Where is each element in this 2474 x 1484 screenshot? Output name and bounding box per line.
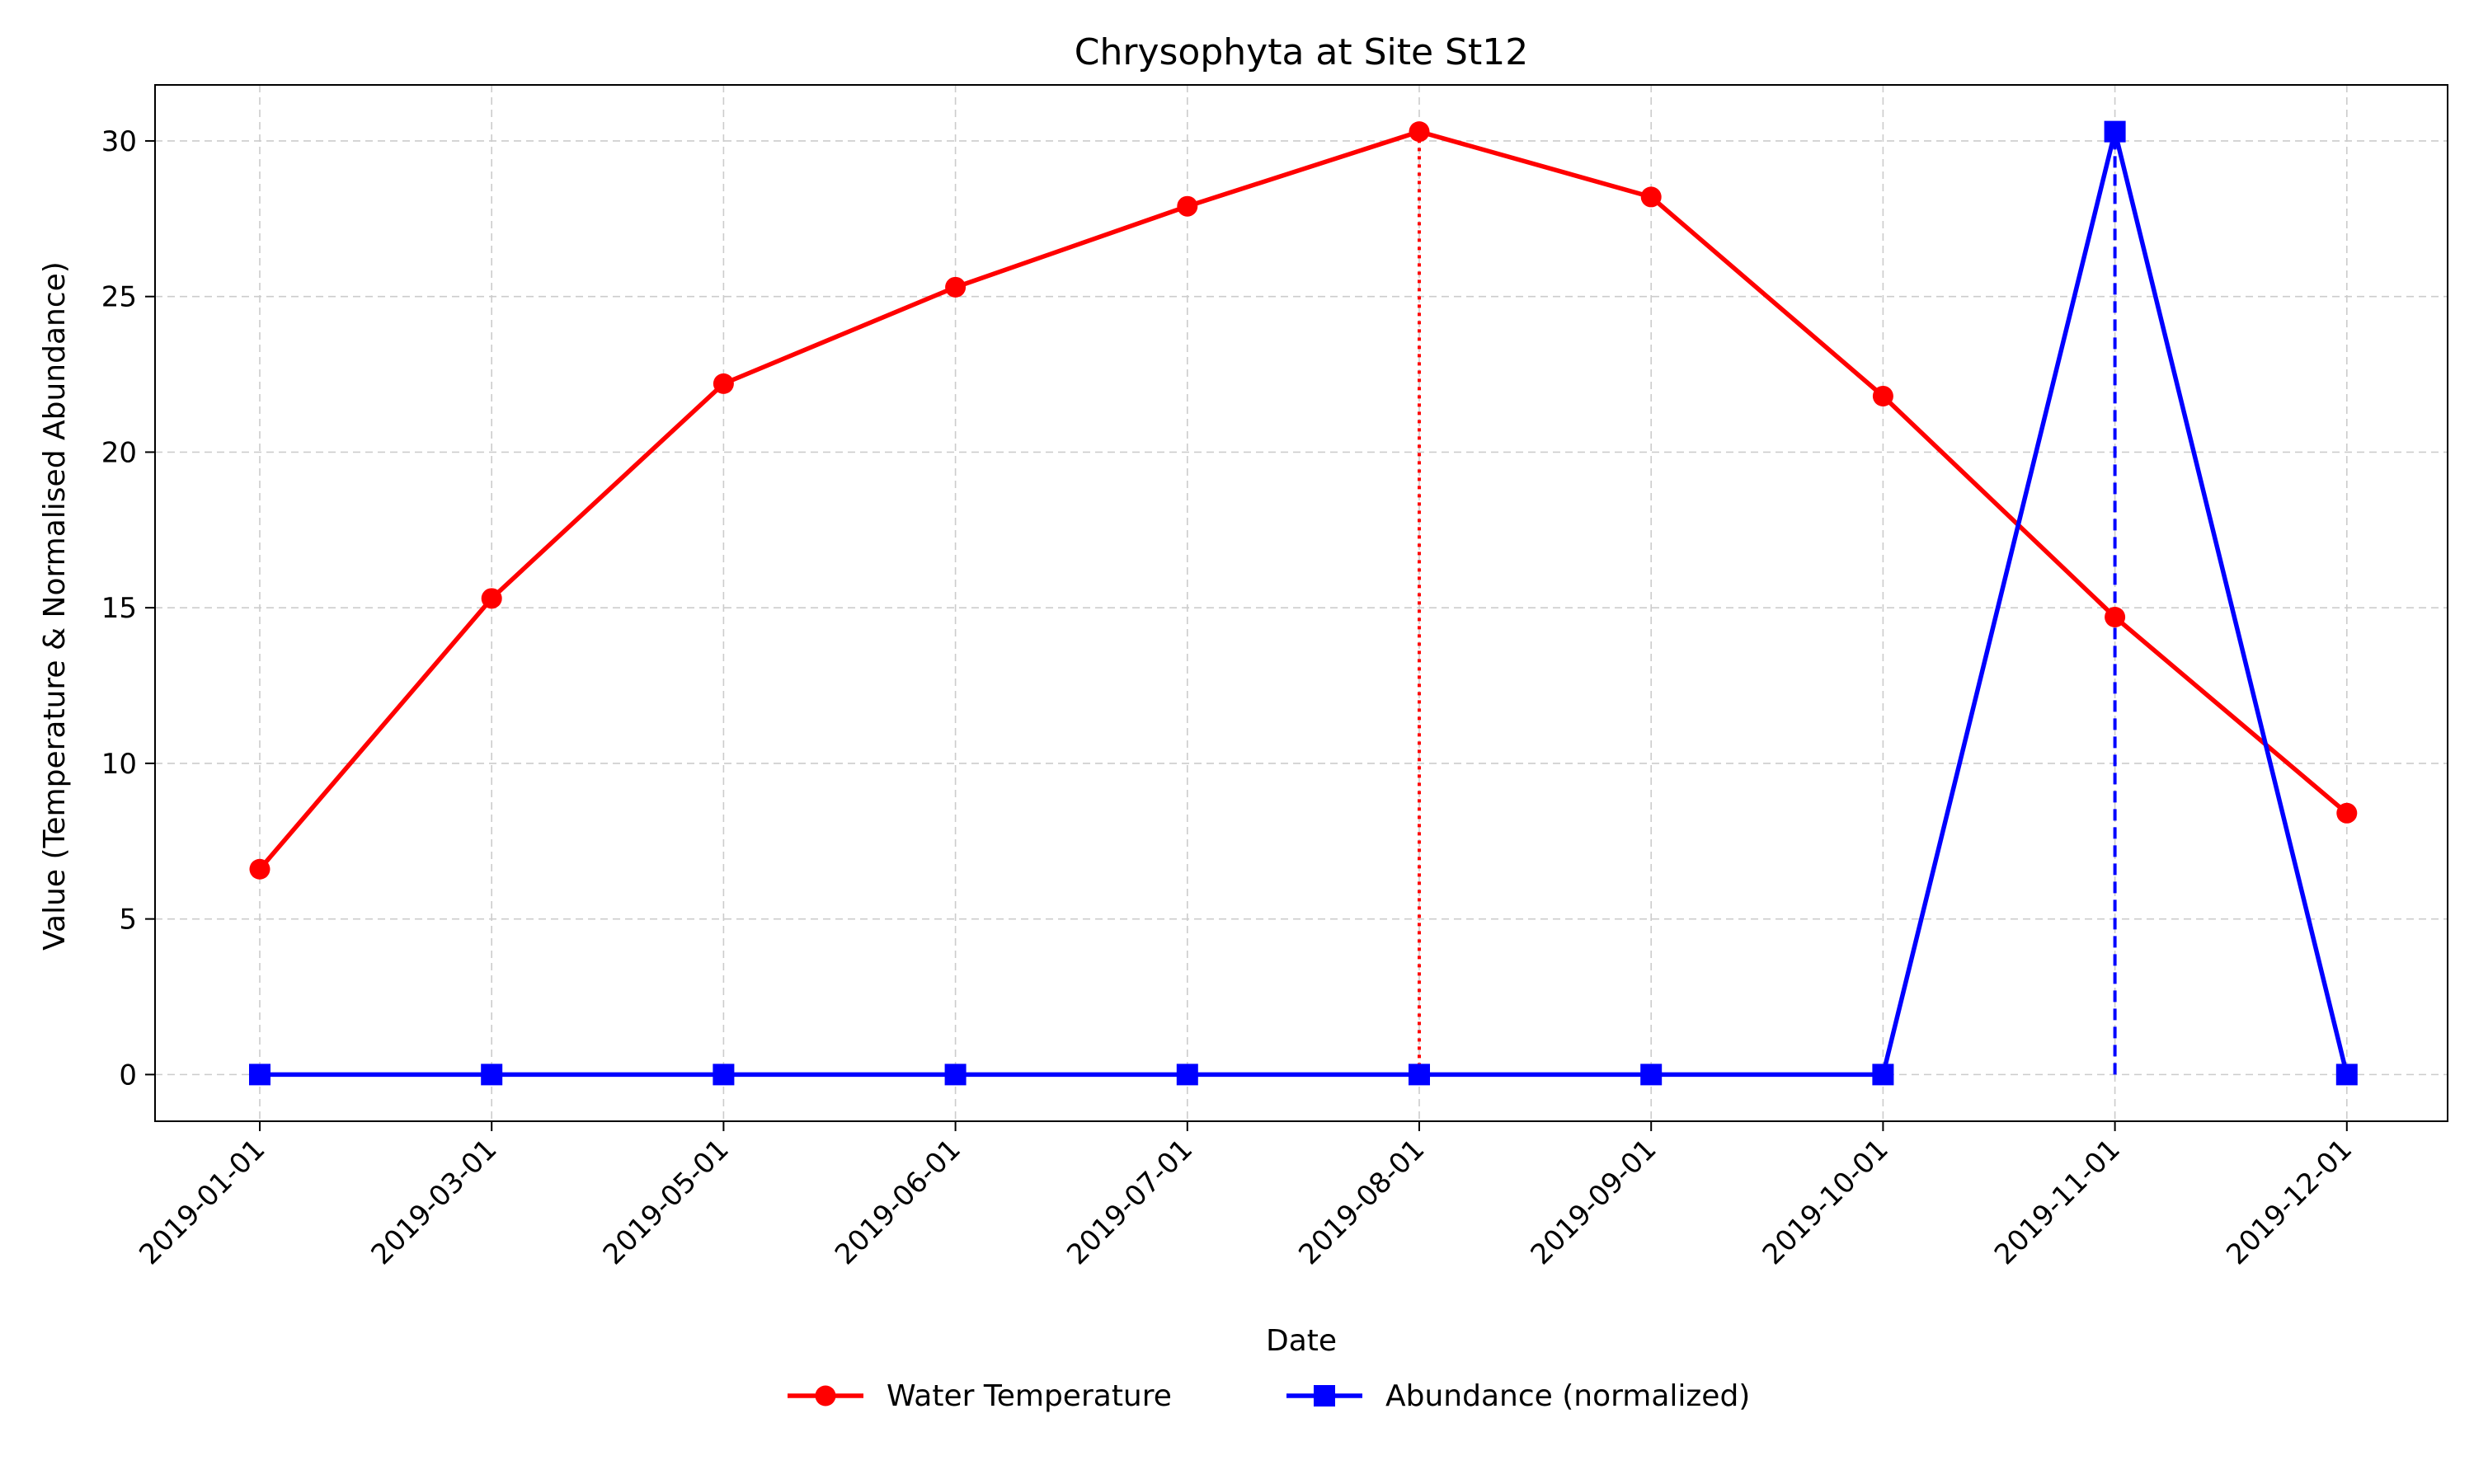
series-1 (249, 121, 2358, 880)
y-axis-label: Value (Temperature & Normalised Abundanc… (38, 261, 72, 951)
series-line (260, 129, 2349, 1078)
data-point (713, 373, 734, 394)
y-tick-label: 5 (119, 904, 137, 937)
data-point (1872, 1064, 1894, 1086)
legend-label: Abundance (normalized) (1385, 1379, 1750, 1413)
data-point (1409, 121, 1430, 143)
series-layer (249, 120, 2358, 1086)
legend: Water Temperature Abundance (normalized) (788, 1379, 1750, 1413)
data-point (249, 858, 270, 880)
y-tick-label: 10 (101, 748, 137, 781)
data-point (481, 588, 502, 609)
y-tick-label: 20 (101, 436, 137, 469)
legend-entry: Water Temperature (788, 1379, 1172, 1413)
series-line (257, 129, 2349, 871)
data-point (1409, 1064, 1430, 1086)
y-tick-label: 25 (101, 281, 137, 314)
data-point (1176, 1064, 1198, 1086)
data-point (1640, 186, 1662, 208)
grid (155, 85, 2448, 1121)
data-point (1177, 195, 1198, 217)
data-point (1872, 385, 1893, 406)
legend-swatch-marker (1314, 1385, 1335, 1407)
legend-entry: Abundance (normalized) (1286, 1379, 1750, 1413)
y-tick-label: 0 (119, 1059, 137, 1092)
data-point (481, 1064, 503, 1086)
data-point (945, 276, 967, 298)
data-point (2335, 1064, 2358, 1086)
data-point (944, 1064, 967, 1086)
x-axis-label: Date (1266, 1324, 1337, 1358)
data-point (249, 1064, 270, 1086)
data-point (2105, 606, 2126, 627)
data-point (2104, 120, 2126, 143)
y-tick-label: 15 (101, 592, 137, 625)
reference-lines (1418, 131, 2117, 1075)
y-tick-label: 30 (101, 125, 137, 158)
data-point (2336, 802, 2358, 824)
series-2 (249, 120, 2358, 1086)
legend-label: Water Temperature (887, 1379, 1172, 1413)
data-point (713, 1064, 735, 1086)
plot-area-frame (154, 84, 2448, 1122)
data-point (1640, 1064, 1663, 1086)
legend-swatch-marker (815, 1385, 836, 1407)
chart-title: Chrysophyta at Site St12 (1075, 31, 1528, 73)
